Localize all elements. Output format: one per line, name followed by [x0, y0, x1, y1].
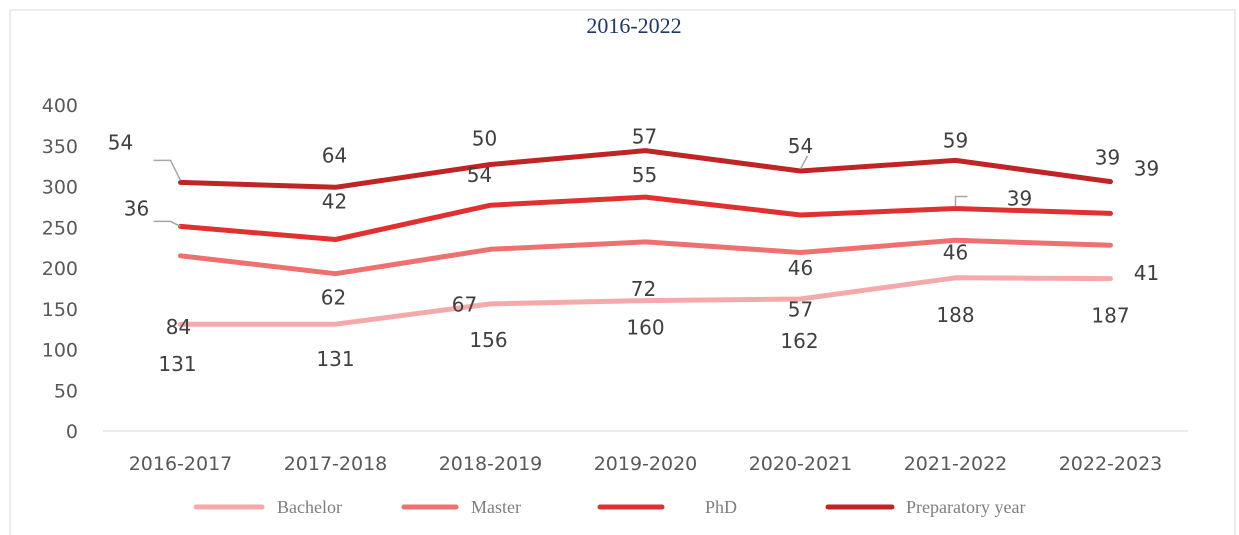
- y-tick-label: 150: [42, 299, 78, 321]
- series-line: [178, 275, 1113, 327]
- data-label: 162: [780, 329, 818, 353]
- x-tick-label: 2019-2020: [594, 453, 698, 475]
- data-label: 62: [321, 286, 346, 310]
- legend-label: Bachelor: [277, 497, 342, 517]
- data-label: 46: [943, 240, 968, 264]
- y-tick-label: 400: [42, 95, 78, 117]
- data-labels: 131 131 156 160 162 188 187 84 62 67 72 57 46 41 36 42 5…: [108, 125, 1159, 377]
- chart-legend: Bachelor Master PhD Preparatory year: [193, 497, 1025, 517]
- x-tick-label: 2021-2022: [904, 453, 1008, 475]
- data-label: 72: [631, 277, 656, 301]
- data-label: 57: [788, 298, 813, 322]
- y-tick-label: 0: [66, 421, 78, 443]
- x-tick-label: 2022-2023: [1059, 453, 1163, 475]
- data-label: 39: [1095, 146, 1120, 170]
- legend-label: PhD: [705, 497, 737, 517]
- y-tick-label: 250: [42, 217, 78, 239]
- data-label: 55: [632, 163, 657, 187]
- y-tick-label: 50: [54, 380, 78, 402]
- data-label: 131: [158, 352, 196, 376]
- data-label: 54: [467, 163, 492, 187]
- legend-label: Preparatory year: [906, 497, 1025, 517]
- y-tick-label: 300: [42, 177, 78, 199]
- data-label: 39: [1007, 187, 1032, 211]
- data-label: 160: [626, 316, 664, 340]
- data-label: 42: [322, 189, 347, 213]
- data-label: 54: [788, 134, 813, 158]
- y-tick-label: 350: [42, 136, 78, 158]
- data-label: 187: [1091, 304, 1129, 328]
- data-label: 188: [936, 303, 974, 327]
- data-label: 156: [469, 328, 507, 352]
- series-lines: [178, 148, 1113, 327]
- data-label: 57: [632, 125, 657, 149]
- legend-label: Master: [471, 497, 521, 517]
- y-axis-ticks: 0 50 100 150 200 250 300 350 400: [42, 95, 78, 443]
- x-tick-label: 2018-2019: [439, 453, 543, 475]
- series-line: [178, 237, 1113, 277]
- series-line: [178, 194, 1113, 242]
- data-label: 36: [124, 196, 149, 220]
- x-tick-label: 2020-2021: [749, 453, 853, 475]
- leader-line: [954, 195, 968, 207]
- data-label: 50: [472, 126, 497, 150]
- leader-line: [153, 159, 182, 181]
- x-tick-label: 2017-2018: [284, 453, 388, 475]
- leader-line: [799, 155, 809, 170]
- x-tick-label: 2016-2017: [129, 453, 233, 475]
- data-label: 39: [1134, 156, 1159, 180]
- y-tick-label: 200: [42, 258, 78, 280]
- chart-title: 2016-2022: [586, 13, 681, 38]
- leader-line: [153, 220, 181, 228]
- x-axis-ticks: 2016-2017 2017-2018 2018-2019 2019-2020 2020…: [129, 453, 1163, 475]
- data-label: 59: [943, 128, 968, 152]
- data-label: 131: [316, 347, 354, 371]
- data-label: 46: [788, 256, 813, 280]
- data-label: 64: [322, 143, 347, 167]
- y-tick-label: 100: [42, 340, 78, 362]
- series-line: [178, 148, 1113, 190]
- leader-lines: [153, 155, 968, 228]
- data-label: 54: [108, 130, 133, 154]
- data-label: 41: [1134, 261, 1159, 285]
- data-label: 84: [166, 315, 191, 339]
- chart-border: [9, 9, 1236, 535]
- data-label: 67: [452, 292, 477, 316]
